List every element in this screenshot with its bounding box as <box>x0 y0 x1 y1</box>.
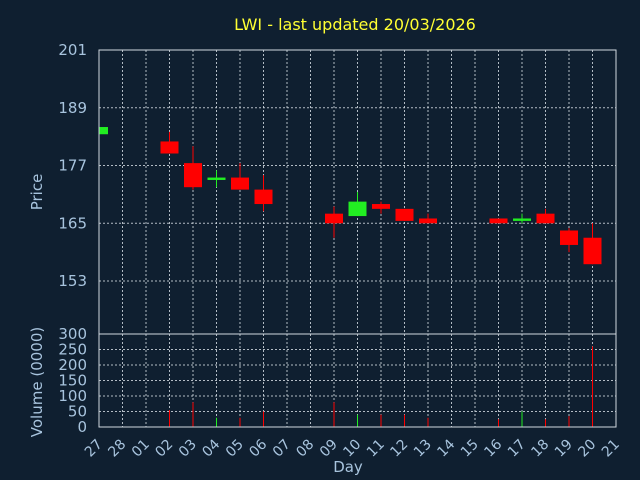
candle-body <box>560 230 578 245</box>
x-tick-label: 17 <box>505 437 529 461</box>
volume-tick-label: 200 <box>58 356 87 374</box>
x-tick-label: 18 <box>528 437 552 461</box>
candle-body <box>160 141 179 154</box>
x-tick-label: 19 <box>552 437 576 461</box>
candle-body <box>583 237 602 265</box>
x-tick-label: 20 <box>575 437 599 461</box>
volume-tick-label: 250 <box>58 341 87 359</box>
x-tick-label: 13 <box>411 437 435 461</box>
x-tick-label: 09 <box>317 437 341 461</box>
candle-body <box>231 177 249 190</box>
candle-body <box>419 218 437 224</box>
candle-body <box>489 218 508 224</box>
x-tick-label: 03 <box>176 437 200 461</box>
price-tick-label: 165 <box>58 214 87 232</box>
candle-body <box>207 177 226 180</box>
x-tick-label: 12 <box>387 437 411 461</box>
candle-body <box>395 208 414 221</box>
candle-body <box>348 201 367 217</box>
x-tick-label: 05 <box>223 437 247 461</box>
x-tick-label: 28 <box>105 437 129 461</box>
x-tick-label: 04 <box>199 436 223 460</box>
candle-body <box>254 189 273 205</box>
x-tick-label: 06 <box>246 436 270 460</box>
candle-body <box>184 163 202 188</box>
price-tick-label: 189 <box>58 99 87 117</box>
price-tick-label: 201 <box>58 41 87 59</box>
x-tick-label: 10 <box>340 437 364 461</box>
x-tick-label: 27 <box>82 437 106 461</box>
x-tick-label: 01 <box>129 437 153 461</box>
volume-tick-label: 300 <box>58 325 87 343</box>
x-tick-label: 16 <box>481 436 505 460</box>
candle-body <box>536 213 555 224</box>
volume-tick-label: 50 <box>68 403 87 421</box>
volume-axis-label: Volume (0000) <box>28 327 46 437</box>
volume-tick-label: 150 <box>58 372 87 390</box>
price-tick-label: 153 <box>58 272 87 290</box>
x-tick-label: 07 <box>270 437 294 461</box>
x-tick-label: 14 <box>434 436 458 460</box>
y-axis-label: Price <box>28 174 46 211</box>
x-tick-label: 02 <box>152 437 176 461</box>
candle-body <box>372 204 390 209</box>
candle-body <box>99 127 108 135</box>
volume-tick-label: 0 <box>77 418 87 436</box>
x-tick-label: 21 <box>599 437 623 461</box>
price-tick-label: 177 <box>58 157 87 175</box>
x-tick-label: 15 <box>458 437 482 461</box>
candle-body <box>325 213 343 224</box>
x-tick-label: 11 <box>364 437 388 461</box>
x-tick-label: 08 <box>293 437 317 461</box>
chart-title: LWI - last updated 20/03/2026 <box>234 15 476 34</box>
volume-tick-label: 100 <box>58 387 87 405</box>
candle-body <box>513 218 531 221</box>
x-axis-label: Day <box>333 458 363 476</box>
volume-panel-frame <box>98 333 617 428</box>
